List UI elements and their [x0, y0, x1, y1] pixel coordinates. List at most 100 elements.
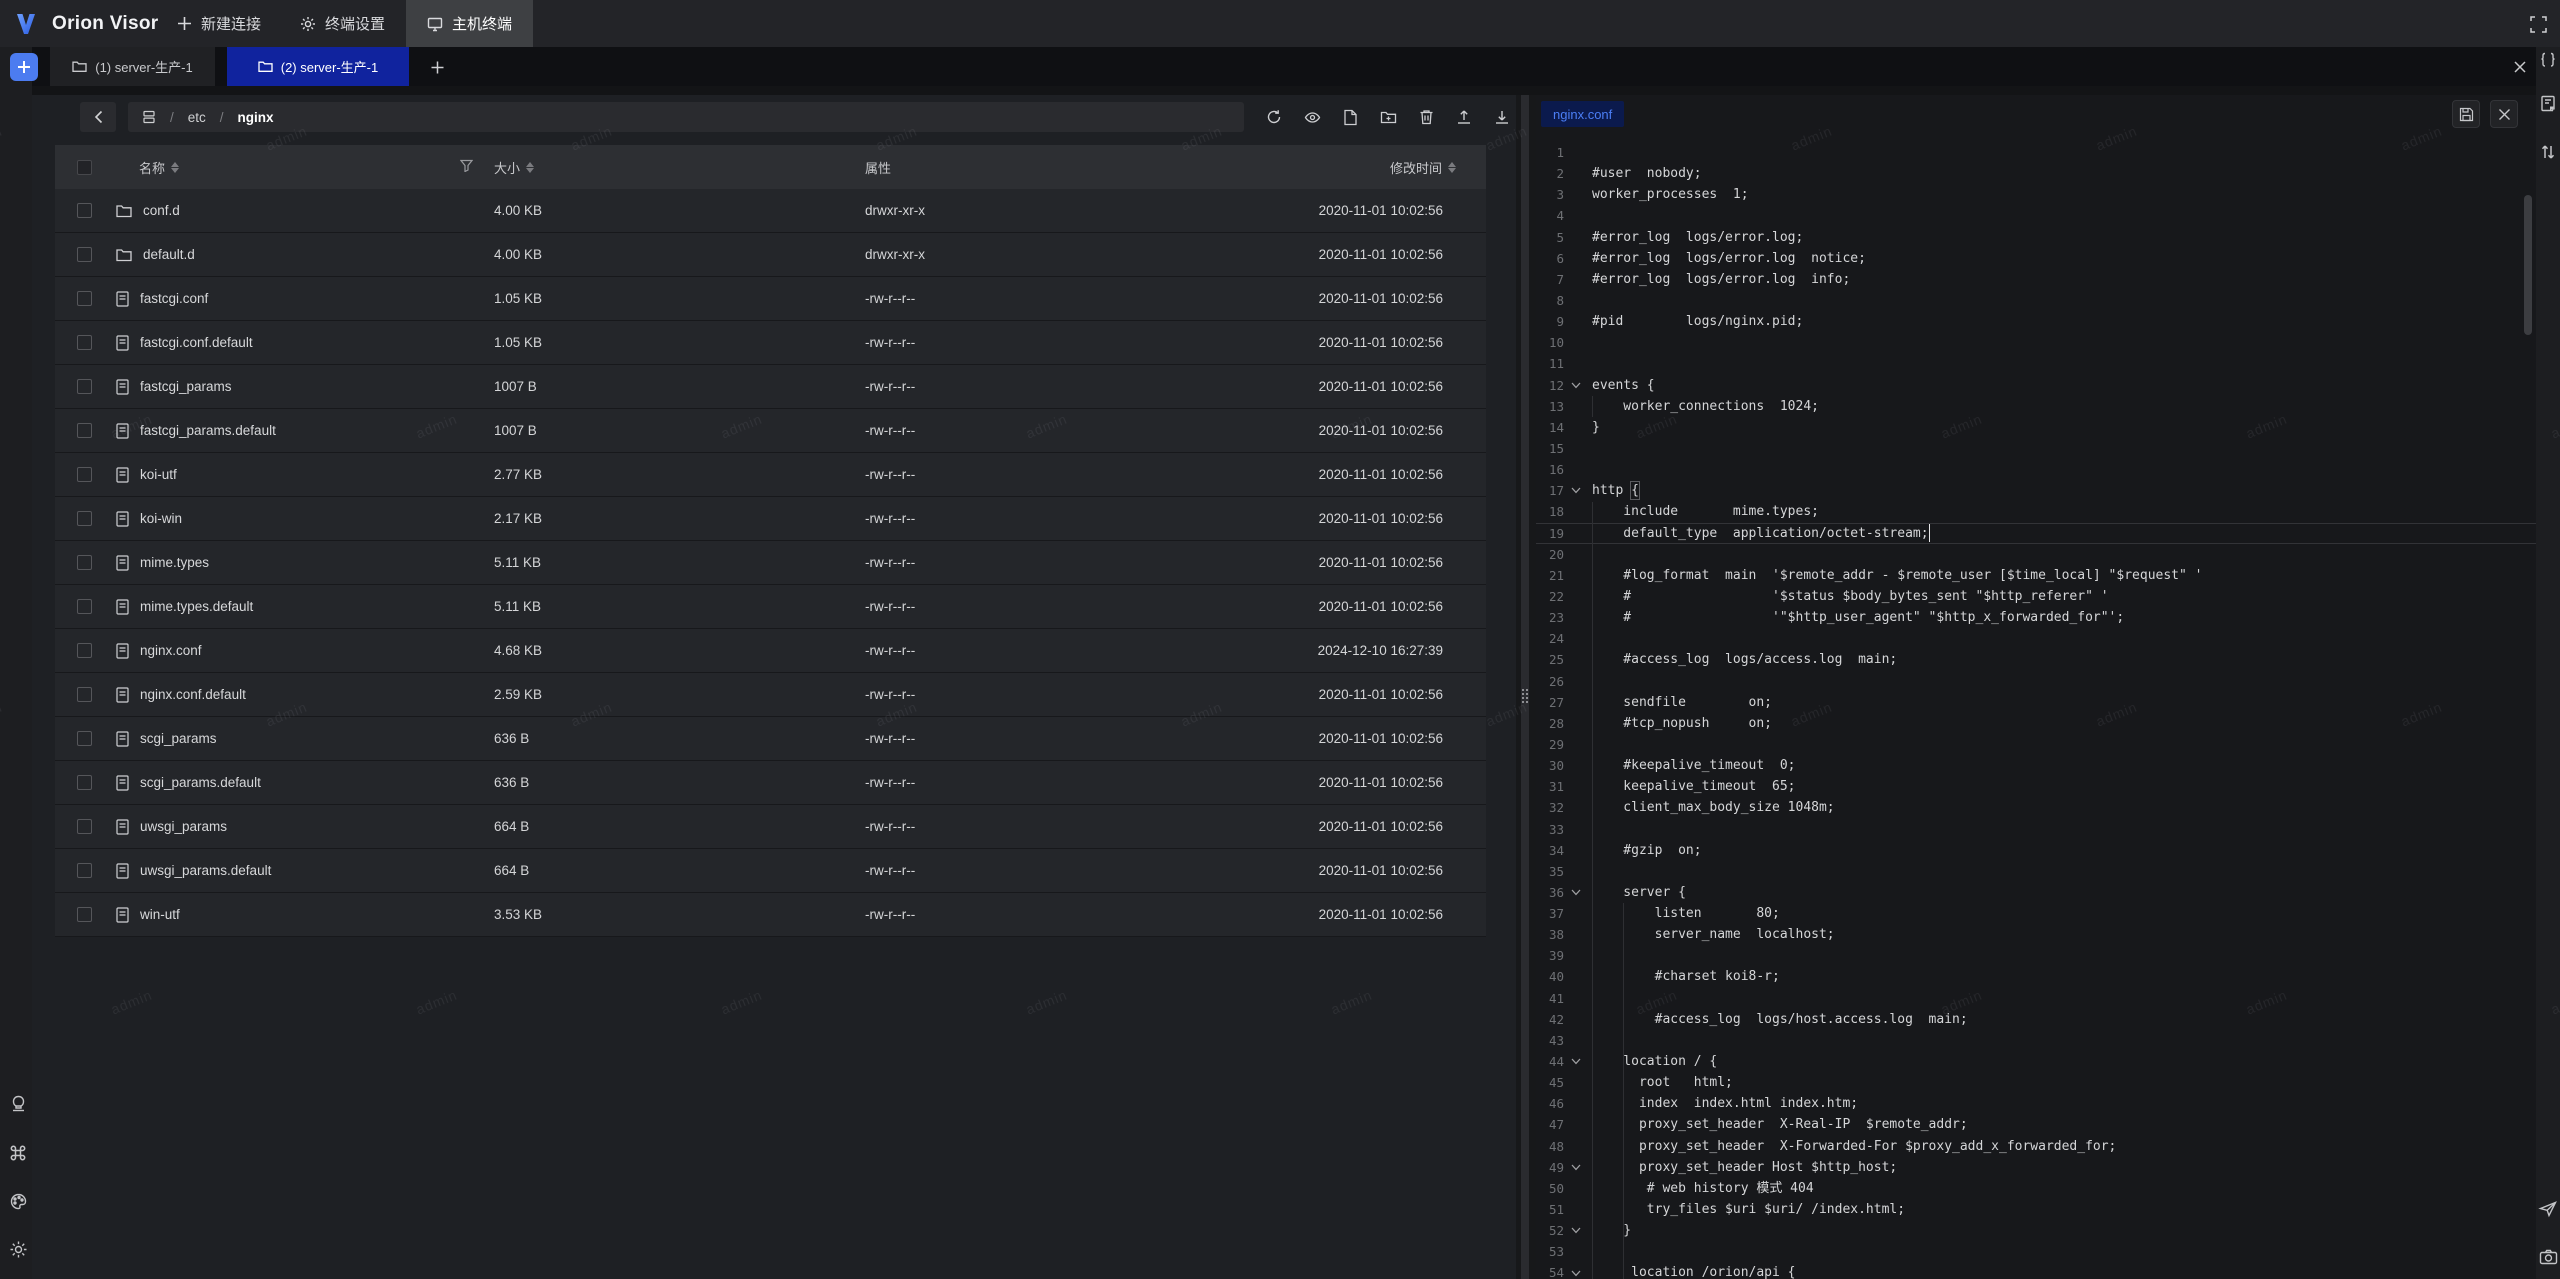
row-checkbox[interactable] [77, 819, 92, 834]
menu-terminal-settings[interactable]: 终端设置 [290, 0, 395, 47]
code-line-38[interactable]: 38 server_name localhost; [1536, 924, 2536, 945]
new-tab-primary-button[interactable] [10, 53, 38, 81]
code-line-48[interactable]: 48 proxy_set_header X-Forwarded-For $pro… [1536, 1136, 2536, 1157]
file-name-cell[interactable]: fastcgi.conf [99, 290, 494, 307]
tab-server-2[interactable]: (2) server-生产-1 [227, 47, 409, 86]
row-checkbox[interactable] [77, 643, 92, 658]
code-line-21[interactable]: 21 #log_format main '$remote_addr - $rem… [1536, 565, 2536, 586]
file-name-cell[interactable]: uwsgi_params.default [99, 862, 494, 879]
code-line-49[interactable]: 49 proxy_set_header Host $http_host; [1536, 1157, 2536, 1178]
breadcrumb-segment-current[interactable]: nginx [237, 109, 274, 125]
row-checkbox[interactable] [77, 335, 92, 350]
command-icon[interactable] [4, 1139, 32, 1167]
row-checkbox[interactable] [77, 467, 92, 482]
code-line-2[interactable]: 2 #user nobody; [1536, 163, 2536, 184]
code-line-9[interactable]: 9 #pid logs/nginx.pid; [1536, 311, 2536, 332]
file-name-cell[interactable]: koi-utf [99, 466, 494, 483]
user-seal-icon[interactable] [4, 1089, 32, 1117]
file-row-fastcgi_params[interactable]: fastcgi_params 1007 B -rw-r--r-- 2020-11-01… [55, 365, 1486, 409]
save-icon[interactable] [2452, 100, 2480, 128]
code-line-31[interactable]: 31 keepalive_timeout 65; [1536, 776, 2536, 797]
braces-icon[interactable] [2534, 46, 2560, 74]
file-row-mime.types[interactable]: mime.types 5.11 KB -rw-r--r-- 2020-11-01 10… [55, 541, 1486, 585]
file-row-uwsgi_params.default[interactable]: uwsgi_params.default 664 B -rw-r--r-- 2020-… [55, 849, 1486, 893]
screenshot-camera-icon[interactable] [2534, 1243, 2560, 1271]
fold-chevron-icon[interactable] [1564, 882, 1588, 903]
code-line-19[interactable]: 19 default_type application/octet-stream… [1536, 523, 2536, 544]
code-line-7[interactable]: 7 #error_log logs/error.log info; [1536, 269, 2536, 290]
code-line-47[interactable]: 47 proxy_set_header X-Real-IP $remote_ad… [1536, 1114, 2536, 1135]
file-name-cell[interactable]: nginx.conf.default [99, 686, 494, 703]
refresh-icon[interactable] [1259, 102, 1289, 132]
code-line-8[interactable]: 8 [1536, 290, 2536, 311]
code-line-10[interactable]: 10 [1536, 332, 2536, 353]
fold-chevron-icon[interactable] [1564, 1157, 1588, 1178]
code-line-44[interactable]: 44 location / { [1536, 1051, 2536, 1072]
fullscreen-icon[interactable] [2523, 9, 2553, 39]
code-line-41[interactable]: 41 [1536, 988, 2536, 1009]
tab-server-1[interactable]: (1) server-生产-1 [50, 47, 215, 86]
code-line-39[interactable]: 39 [1536, 945, 2536, 966]
editor-scrollbar-thumb[interactable] [2524, 195, 2532, 335]
upload-icon[interactable] [1449, 102, 1479, 132]
code-line-1[interactable]: 1 [1536, 142, 2536, 163]
palette-icon[interactable] [4, 1187, 32, 1215]
code-line-51[interactable]: 51 try_files $uri $uri/ /index.html; [1536, 1199, 2536, 1220]
code-line-46[interactable]: 46 index index.html index.htm; [1536, 1093, 2536, 1114]
file-name-cell[interactable]: fastcgi_params [99, 378, 494, 395]
code-editor[interactable]: 1 2 #user nobody; 3 worker_processes 1; 4 5 #er… [1536, 135, 2536, 1279]
breadcrumb[interactable]: / etc / nginx [128, 102, 1244, 132]
file-row-conf.d[interactable]: conf.d 4.00 KB drwxr-xr-x 2020-11-01 10:02:… [55, 189, 1486, 233]
breadcrumb-segment[interactable]: etc [187, 109, 206, 125]
column-header-name[interactable]: 名称 [99, 158, 494, 177]
row-checkbox[interactable] [77, 203, 92, 218]
menu-host-terminal[interactable]: 主机终端 [406, 0, 534, 47]
open-file-tag[interactable]: nginx.conf [1541, 101, 1625, 127]
file-row-nginx.conf[interactable]: nginx.conf 4.68 KB -rw-r--r-- 2024-12-10 16… [55, 629, 1486, 673]
row-checkbox[interactable] [77, 511, 92, 526]
file-name-cell[interactable]: win-utf [99, 906, 494, 923]
code-line-42[interactable]: 42 #access_log logs/host.access.log main… [1536, 1009, 2536, 1030]
code-line-13[interactable]: 13 worker_connections 1024; [1536, 396, 2536, 417]
back-button[interactable] [80, 102, 116, 132]
script-bookmark-icon[interactable] [2534, 89, 2560, 117]
preview-eye-icon[interactable] [1297, 102, 1327, 132]
row-checkbox[interactable] [77, 731, 92, 746]
file-row-mime.types.default[interactable]: mime.types.default 5.11 KB -rw-r--r-- 2020-… [55, 585, 1486, 629]
filter-icon[interactable] [460, 159, 473, 172]
file-name-cell[interactable]: fastcgi_params.default [99, 422, 494, 439]
row-checkbox[interactable] [77, 775, 92, 790]
select-all-checkbox[interactable] [77, 159, 92, 175]
code-line-33[interactable]: 33 [1536, 819, 2536, 840]
menu-new-connection[interactable]: 新建连接 [167, 0, 271, 47]
sort-icon[interactable] [526, 161, 535, 173]
code-line-12[interactable]: 12 events { [1536, 375, 2536, 396]
code-line-14[interactable]: 14} [1536, 417, 2536, 438]
fold-chevron-icon[interactable] [1564, 1262, 1588, 1279]
code-line-54[interactable]: 54 location /orion/api { [1536, 1262, 2536, 1279]
code-line-32[interactable]: 32 client_max_body_size 1048m; [1536, 797, 2536, 818]
row-checkbox[interactable] [77, 379, 92, 394]
sort-icon[interactable] [171, 161, 180, 173]
code-line-16[interactable]: 16 [1536, 459, 2536, 480]
file-name-cell[interactable]: default.d [99, 247, 494, 262]
file-name-cell[interactable]: mime.types [99, 554, 494, 571]
new-file-icon[interactable] [1335, 102, 1365, 132]
close-editor-icon[interactable] [2490, 100, 2518, 128]
row-checkbox[interactable] [77, 687, 92, 702]
code-line-25[interactable]: 25 #access_log logs/access.log main; [1536, 649, 2536, 670]
sort-icon[interactable] [1448, 161, 1456, 173]
file-name-cell[interactable]: fastcgi.conf.default [99, 334, 494, 351]
code-line-50[interactable]: 50 # web history 模式 404 [1536, 1178, 2536, 1199]
code-line-18[interactable]: 18 include mime.types; [1536, 501, 2536, 522]
row-checkbox[interactable] [77, 423, 92, 438]
file-row-fastcgi_params.default[interactable]: fastcgi_params.default 1007 B -rw-r--r-- 20… [55, 409, 1486, 453]
code-line-5[interactable]: 5 #error_log logs/error.log; [1536, 227, 2536, 248]
file-row-nginx.conf.default[interactable]: nginx.conf.default 2.59 KB -rw-r--r-- 2020-… [55, 673, 1486, 717]
fold-chevron-icon[interactable] [1564, 1051, 1588, 1072]
add-tab-icon[interactable] [427, 57, 447, 77]
fold-chevron-icon[interactable] [1564, 375, 1588, 396]
code-line-11[interactable]: 11 [1536, 353, 2536, 374]
column-header-size[interactable]: 大小 [494, 158, 865, 177]
file-name-cell[interactable]: conf.d [99, 203, 494, 218]
